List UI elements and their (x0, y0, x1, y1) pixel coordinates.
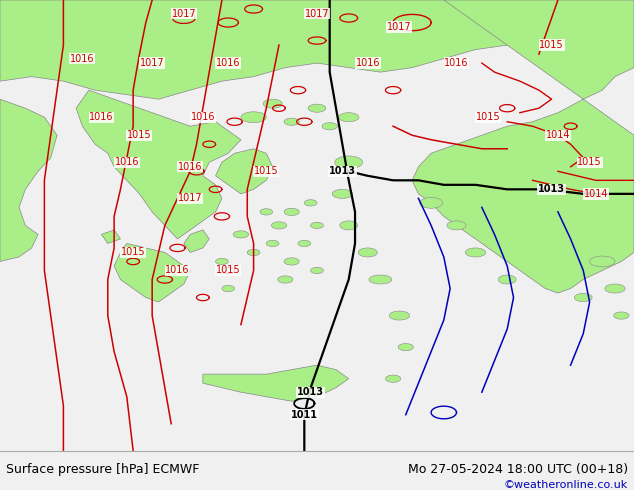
Text: 1015: 1015 (216, 266, 240, 275)
Text: 1015: 1015 (121, 247, 145, 257)
Polygon shape (385, 375, 401, 382)
Polygon shape (339, 113, 359, 122)
Text: ©weatheronline.co.uk: ©weatheronline.co.uk (503, 480, 628, 490)
Text: 1015: 1015 (127, 130, 152, 140)
Text: 1016: 1016 (178, 162, 202, 172)
Polygon shape (605, 284, 625, 293)
Polygon shape (298, 240, 311, 246)
Polygon shape (0, 99, 57, 262)
Polygon shape (101, 230, 120, 244)
Polygon shape (322, 122, 337, 130)
Polygon shape (76, 90, 241, 239)
Polygon shape (335, 156, 363, 169)
Text: 1016: 1016 (89, 112, 113, 122)
Polygon shape (284, 118, 299, 125)
Polygon shape (304, 200, 317, 206)
Polygon shape (216, 258, 228, 265)
Polygon shape (247, 249, 260, 256)
Text: 1015: 1015 (540, 40, 564, 50)
Polygon shape (614, 312, 629, 319)
Text: 1013: 1013 (538, 184, 565, 195)
Polygon shape (284, 208, 299, 216)
Polygon shape (574, 294, 592, 301)
Text: 1014: 1014 (546, 130, 570, 140)
Polygon shape (340, 221, 358, 230)
Text: 1013: 1013 (329, 166, 356, 176)
Polygon shape (420, 197, 443, 208)
Text: Surface pressure [hPa] ECMWF: Surface pressure [hPa] ECMWF (6, 463, 200, 476)
Polygon shape (447, 221, 466, 230)
Polygon shape (114, 244, 190, 302)
Polygon shape (0, 0, 634, 99)
Text: 1015: 1015 (476, 112, 500, 122)
Text: 1015: 1015 (578, 157, 602, 167)
Polygon shape (222, 285, 235, 292)
Polygon shape (203, 365, 349, 401)
Text: 1016: 1016 (165, 266, 190, 275)
Polygon shape (271, 222, 287, 229)
Polygon shape (241, 112, 266, 122)
Polygon shape (233, 231, 249, 238)
Polygon shape (260, 209, 273, 215)
Text: 1016: 1016 (216, 58, 240, 68)
Polygon shape (308, 104, 326, 112)
Polygon shape (278, 276, 293, 283)
Polygon shape (184, 230, 209, 252)
Polygon shape (216, 149, 273, 194)
Polygon shape (498, 275, 516, 284)
Polygon shape (465, 248, 486, 257)
Polygon shape (389, 311, 410, 320)
Polygon shape (369, 275, 392, 284)
Text: 1016: 1016 (115, 157, 139, 167)
Polygon shape (284, 258, 299, 265)
Text: 1013: 1013 (297, 387, 324, 397)
Text: 1016: 1016 (191, 112, 215, 122)
Text: 1016: 1016 (70, 53, 94, 64)
Polygon shape (358, 248, 377, 257)
Text: 1011: 1011 (291, 410, 318, 420)
Polygon shape (590, 256, 615, 267)
Polygon shape (263, 99, 282, 108)
Text: 1017: 1017 (305, 8, 329, 19)
Text: 1017: 1017 (387, 22, 411, 32)
Polygon shape (311, 268, 323, 273)
Text: Mo 27-05-2024 18:00 UTC (00+18): Mo 27-05-2024 18:00 UTC (00+18) (408, 463, 628, 476)
Text: 1014: 1014 (584, 189, 608, 199)
Text: 1017: 1017 (140, 58, 164, 68)
Polygon shape (266, 240, 279, 246)
Polygon shape (332, 189, 353, 198)
Polygon shape (412, 0, 634, 293)
Polygon shape (311, 222, 323, 228)
Text: 1016: 1016 (356, 58, 380, 68)
Text: 1017: 1017 (178, 194, 202, 203)
Text: 1017: 1017 (172, 8, 196, 19)
Polygon shape (398, 343, 413, 351)
Text: 1015: 1015 (254, 166, 278, 176)
Text: 1016: 1016 (444, 58, 469, 68)
